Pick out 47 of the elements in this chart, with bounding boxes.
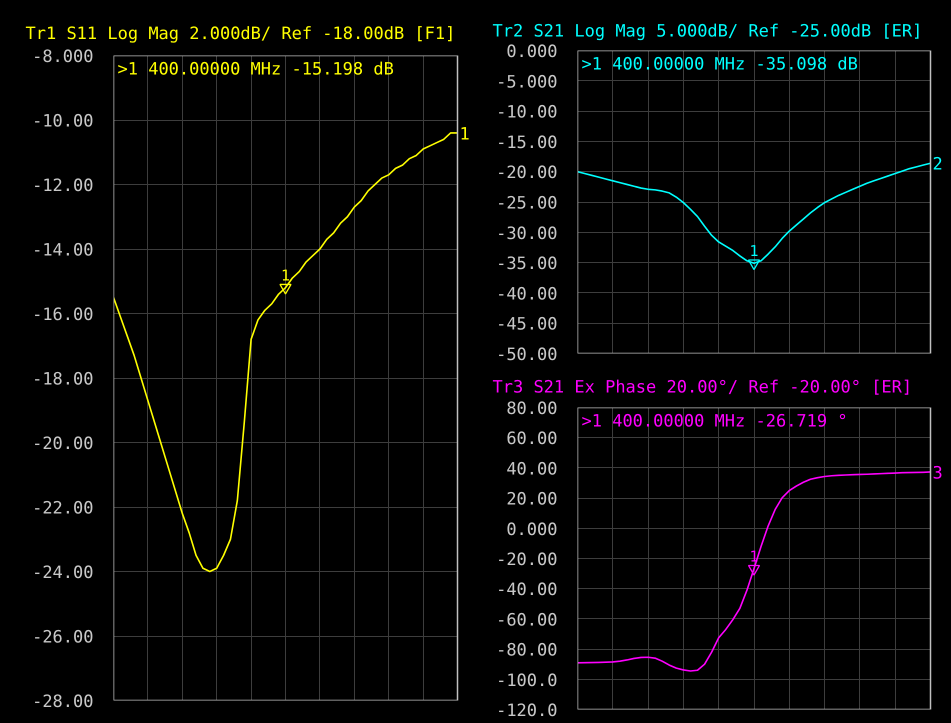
chart-title: Tr3 S21 Ex Phase 20.00°/ Ref -20.00° [ER] bbox=[492, 378, 912, 398]
annotation: >1 400.00000 MHz -35.098 dB bbox=[582, 54, 858, 74]
y-tick-label: -25.00 bbox=[496, 194, 558, 214]
y-tick-label: 20.00 bbox=[506, 490, 558, 510]
y-tick-label: -12.00 bbox=[32, 176, 94, 196]
y-tick-label: -80.00 bbox=[496, 640, 558, 661]
y-tick-label: -14.00 bbox=[32, 240, 94, 260]
y-tick-label: -28.00 bbox=[32, 692, 94, 712]
y-tick-label: -26.00 bbox=[32, 628, 94, 648]
y-tick-label: -15.00 bbox=[496, 132, 558, 153]
chart-title: Tr1 S11 Log Mag 2.000dB/ Ref -18.00dB [F1] bbox=[26, 24, 456, 44]
y-tick-label: -40.00 bbox=[496, 580, 558, 600]
y-tick-label: -10.00 bbox=[32, 112, 94, 132]
text: 1 bbox=[460, 124, 470, 144]
y-tick-label: -20.00 bbox=[496, 550, 558, 570]
y-tick-label: -8.000 bbox=[32, 47, 94, 67]
y-tick-label: -40.00 bbox=[496, 284, 558, 304]
y-tick-label: -100.0 bbox=[496, 670, 558, 691]
y-tick-label: -18.00 bbox=[32, 370, 94, 390]
annotation: >1 400.00000 MHz -15.198 dB bbox=[118, 60, 394, 80]
y-tick-label: -20.00 bbox=[496, 163, 558, 184]
series-label: 3 bbox=[932, 463, 943, 484]
y-tick-label: -30.00 bbox=[496, 224, 558, 244]
line-series bbox=[114, 132, 458, 572]
y-tick-label: 0.000 bbox=[506, 520, 558, 540]
y-tick-label: -10.00 bbox=[496, 102, 558, 123]
y-tick-label: 60.00 bbox=[506, 429, 558, 450]
series-label: 1 bbox=[749, 242, 759, 260]
y-tick-label: -120.0 bbox=[496, 701, 558, 721]
y-tick-label: -5.000 bbox=[496, 72, 558, 92]
y-tick-label: -60.00 bbox=[496, 610, 558, 630]
y-tick-label: 40.00 bbox=[506, 459, 558, 480]
y-tick-label: -35.00 bbox=[496, 254, 558, 274]
annotation: >1 400.00000 MHz -26.719 ° bbox=[582, 412, 848, 432]
line-series bbox=[578, 471, 932, 672]
y-tick-label: -22.00 bbox=[32, 498, 94, 518]
series-label: 1 bbox=[280, 266, 290, 285]
series-label: 2 bbox=[932, 154, 943, 175]
y-tick-label: -24.00 bbox=[32, 563, 94, 583]
series-label: 1 bbox=[749, 548, 759, 566]
chart-title: Tr2 S21 Log Mag 5.000dB/ Ref -25.00dB [ER] bbox=[492, 22, 922, 42]
y-tick-label: 80.00 bbox=[506, 399, 558, 419]
y-tick-label: -20.00 bbox=[32, 434, 94, 454]
y-tick-label: -45.00 bbox=[496, 314, 558, 335]
y-tick-label: -16.00 bbox=[32, 305, 94, 325]
y-tick-label: 0.000 bbox=[506, 42, 558, 62]
y-tick-label: -50.00 bbox=[496, 345, 558, 365]
